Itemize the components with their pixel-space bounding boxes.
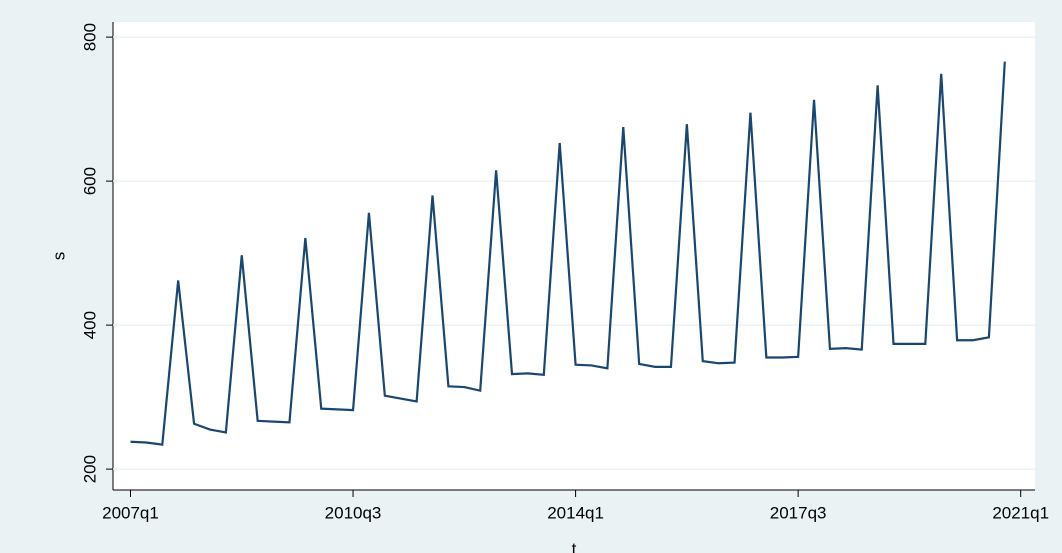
x-axis-title: t [572,539,577,553]
x-tick-label: 2021q1 [992,503,1049,522]
y-tick-label: 200 [80,455,99,483]
y-tick-label: 600 [80,167,99,195]
y-tick-label: 400 [80,311,99,339]
x-tick-label: 2010q3 [325,503,382,522]
x-tick-label: 2014q1 [547,503,604,522]
plot-area [113,22,1035,490]
x-tick-label: 2007q1 [102,503,159,522]
y-tick-label: 800 [80,23,99,51]
x-tick-label: 2017q3 [770,503,827,522]
line [130,61,1006,446]
y-axis-title: s [49,252,68,261]
